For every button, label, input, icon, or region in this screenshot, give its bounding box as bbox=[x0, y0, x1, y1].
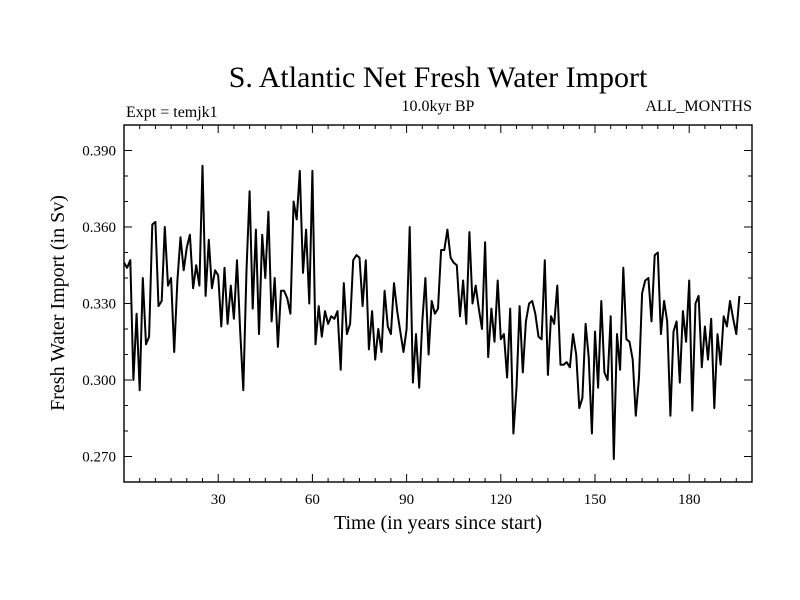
y-tick-label: 0.270 bbox=[82, 450, 116, 466]
chart-title: S. Atlantic Net Fresh Water Import bbox=[229, 61, 648, 94]
x-tick-label: 60 bbox=[305, 492, 320, 508]
period-label: 10.0kyr BP bbox=[402, 98, 475, 115]
y-axis-label: Fresh Water Import (in Sv) bbox=[47, 195, 69, 411]
y-tick-label: 0.300 bbox=[82, 373, 116, 389]
x-tick-label: 150 bbox=[584, 492, 607, 508]
tick-labels: 30 60 90 120 150 180 0.270 0.300 0.330 0.360 0.390 bbox=[82, 144, 700, 509]
experiment-label: Expt = temjk1 bbox=[126, 104, 218, 121]
x-tick-label: 120 bbox=[490, 492, 513, 508]
x-tick-label: 90 bbox=[399, 492, 414, 508]
months-label: ALL_MONTHS bbox=[645, 98, 752, 115]
y-tick-label: 0.360 bbox=[82, 220, 116, 236]
x-tick-label: 30 bbox=[211, 492, 226, 508]
y-tick-label: 0.390 bbox=[82, 144, 116, 160]
x-axis-label: Time (in years since start) bbox=[334, 512, 542, 534]
y-tick-label: 0.330 bbox=[82, 297, 116, 313]
x-tick-label: 180 bbox=[678, 492, 701, 508]
series-line bbox=[123, 164, 741, 460]
axis-ticks bbox=[124, 125, 752, 482]
